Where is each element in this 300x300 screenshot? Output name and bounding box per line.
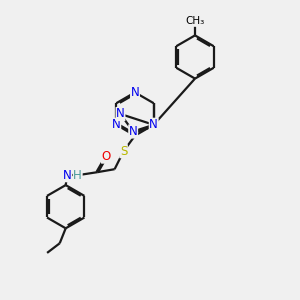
Text: N: N [149,118,158,131]
Text: N: N [112,118,121,131]
Text: N: N [116,107,125,121]
Text: H: H [73,169,82,182]
Text: O: O [102,150,111,163]
Text: N: N [129,125,137,138]
Text: CH₃: CH₃ [185,16,205,26]
Text: S: S [120,145,127,158]
Text: N: N [63,169,72,182]
Text: N: N [130,86,140,99]
